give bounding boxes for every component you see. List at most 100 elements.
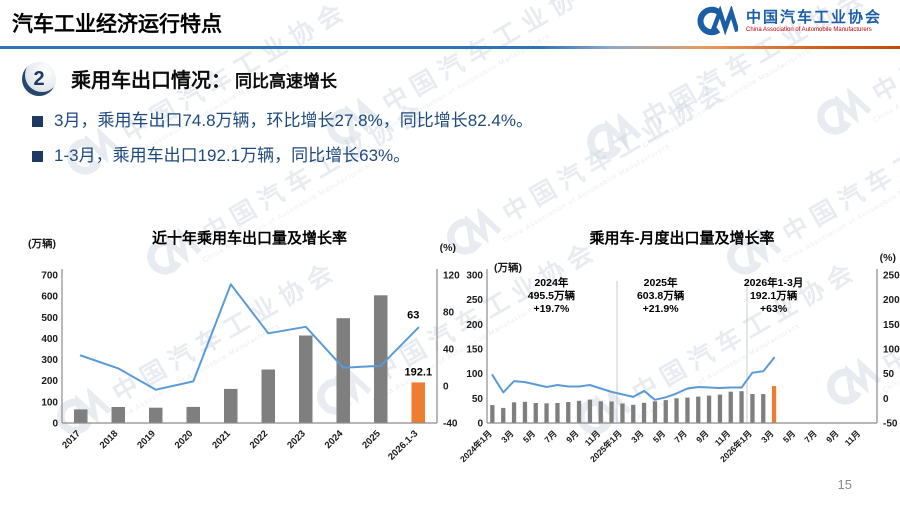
bar bbox=[739, 391, 744, 423]
bar bbox=[490, 405, 495, 423]
bar bbox=[411, 382, 425, 423]
chart-annual-export: 近十年乘用车出口量及增长率 (万辆) (%) 0 100 200 300 400 500 600 7… bbox=[20, 227, 460, 484]
bar bbox=[717, 394, 723, 423]
x-tick-label: 2025 bbox=[360, 428, 383, 451]
bullet-text: 1-3月，乘用车出口192.1万辆，同比增长63%。 bbox=[54, 145, 411, 165]
bar bbox=[663, 400, 668, 423]
chart-monthly-export-svg: 乘用车-月度出口量及增长率 (万辆) (%) 0 50 100 150 200 250 300 -5… bbox=[458, 229, 900, 464]
y-tick-right: 0 bbox=[883, 394, 889, 405]
section-subtitle: 同比高速增长 bbox=[235, 72, 337, 91]
y-tick-left: 50 bbox=[472, 394, 484, 405]
header-divider bbox=[0, 46, 900, 49]
x-tick-label: 2024 bbox=[323, 428, 346, 451]
x-tick-label: 11月 bbox=[843, 428, 862, 447]
bar bbox=[186, 406, 200, 423]
y-tick-left: 250 bbox=[466, 295, 483, 306]
section-header: 2 乘用车出口情况： 同比高速增长 bbox=[22, 62, 900, 96]
page-title: 汽车工业经济运行特点 bbox=[12, 13, 222, 36]
caam-logo-cn: 中国汽车工业协会 bbox=[745, 9, 882, 27]
y-tick-left: 200 bbox=[41, 376, 58, 387]
x-tick-label: 2026.1-3 bbox=[386, 428, 420, 462]
page-number: 15 bbox=[837, 477, 852, 492]
chart-title: 近十年乘用车出口量及增长率 bbox=[152, 229, 347, 247]
y-tick-left: 150 bbox=[466, 345, 483, 356]
bar bbox=[609, 401, 614, 423]
x-tick-label: 9月 bbox=[694, 428, 710, 444]
year-annotation: 192.1万辆 bbox=[750, 289, 798, 302]
x-tick-label: 2022 bbox=[248, 428, 271, 451]
bar bbox=[149, 407, 163, 423]
y-tick-left: 0 bbox=[52, 419, 58, 430]
bar bbox=[261, 369, 275, 423]
y-tick-left: 500 bbox=[41, 313, 58, 324]
x-tick-label: 2024年1月 bbox=[460, 428, 494, 464]
caam-logo-text: 中国汽车工业协会 China Association of Automobile… bbox=[746, 9, 882, 32]
bar bbox=[533, 403, 538, 423]
bar bbox=[728, 391, 733, 423]
y-tick-right: 40 bbox=[443, 345, 455, 356]
y-tick-right: 250 bbox=[883, 271, 900, 282]
axis-unit-right: (%) bbox=[880, 252, 896, 264]
x-tick-label: 3月 bbox=[759, 428, 775, 444]
x-tick-label: 2023 bbox=[285, 428, 308, 451]
bar bbox=[620, 403, 625, 423]
section-number-badge: 2 bbox=[22, 62, 56, 96]
year-annotation: +21.9% bbox=[643, 303, 680, 315]
x-tick-label: 2021 bbox=[210, 428, 233, 451]
x-tick-label: 2018 bbox=[98, 428, 121, 451]
bullet-list: 3月，乘用车出口74.8万辆，环比增长27.8%，同比增长82.4%。 1-3月… bbox=[32, 110, 900, 168]
x-tick-label: 9月 bbox=[824, 428, 840, 444]
header: 汽车工业经济运行特点 中国汽车工业协会 China Association of… bbox=[0, 0, 900, 49]
section-export: 2 乘用车出口情况： 同比高速增长 3月，乘用车出口74.8万辆，环比增长27.8… bbox=[0, 49, 900, 168]
bar bbox=[501, 407, 506, 423]
bullet-square-icon bbox=[32, 150, 43, 162]
axis-unit-right: (%) bbox=[440, 242, 456, 254]
y-tick-right: -40 bbox=[443, 419, 458, 430]
bar bbox=[111, 407, 125, 423]
bar bbox=[641, 402, 647, 423]
chart-annual-export-svg: 近十年乘用车出口量及增长率(万辆) (%)01002003004005006007… bbox=[28, 229, 460, 463]
chart-monthly-export: 乘用车-月度出口量及增长率 (万辆) (%) 0 50 100 150 200 250 300 -5… bbox=[458, 227, 900, 484]
y-tick-left: 700 bbox=[41, 271, 58, 282]
y-tick-left: 400 bbox=[41, 334, 58, 345]
y-tick-right: -50 bbox=[883, 419, 898, 430]
year-annotation: 2026年1-3月 bbox=[744, 276, 804, 289]
bar bbox=[576, 400, 582, 423]
y-tick-left: 0 bbox=[477, 419, 483, 430]
bar bbox=[374, 295, 388, 423]
line-value-label: 63 bbox=[407, 310, 419, 322]
y-tick-left: 300 bbox=[466, 271, 483, 282]
bar bbox=[750, 394, 755, 423]
y-tick-right: 50 bbox=[883, 369, 895, 380]
caam-logo-mark-icon bbox=[697, 6, 738, 36]
bar bbox=[522, 401, 528, 423]
bar bbox=[224, 388, 238, 423]
bullet-item: 3月，乘用车出口74.8万辆，环比增长27.8%，同比增长82.4%。 bbox=[32, 110, 900, 133]
bar bbox=[74, 409, 88, 423]
x-tick-label: 3月 bbox=[629, 428, 645, 444]
bar bbox=[674, 398, 679, 423]
bar bbox=[761, 394, 766, 423]
y-tick-right: 0 bbox=[443, 382, 449, 393]
x-tick-label: 2017 bbox=[60, 428, 83, 451]
section-title: 乘用车出口情况： bbox=[71, 70, 231, 92]
bar bbox=[555, 403, 560, 423]
bar bbox=[544, 403, 549, 423]
bar bbox=[631, 404, 636, 423]
bar bbox=[587, 399, 593, 423]
bar bbox=[566, 402, 571, 423]
year-annotation: 603.8万辆 bbox=[637, 289, 685, 302]
bar bbox=[299, 335, 313, 423]
year-annotation: +63% bbox=[760, 303, 788, 315]
axis-unit-left: (万辆) bbox=[28, 237, 56, 250]
y-tick-left: 600 bbox=[41, 292, 58, 303]
bullet-square-icon bbox=[32, 116, 43, 127]
x-tick-label: 2020 bbox=[173, 428, 196, 451]
bar bbox=[652, 401, 658, 423]
year-annotation: 2025年 bbox=[644, 276, 678, 289]
section-number: 2 bbox=[33, 67, 45, 90]
growth-line bbox=[79, 283, 420, 391]
x-tick-label: 5月 bbox=[521, 428, 537, 444]
y-tick-left: 100 bbox=[41, 397, 58, 408]
bar bbox=[511, 402, 517, 423]
